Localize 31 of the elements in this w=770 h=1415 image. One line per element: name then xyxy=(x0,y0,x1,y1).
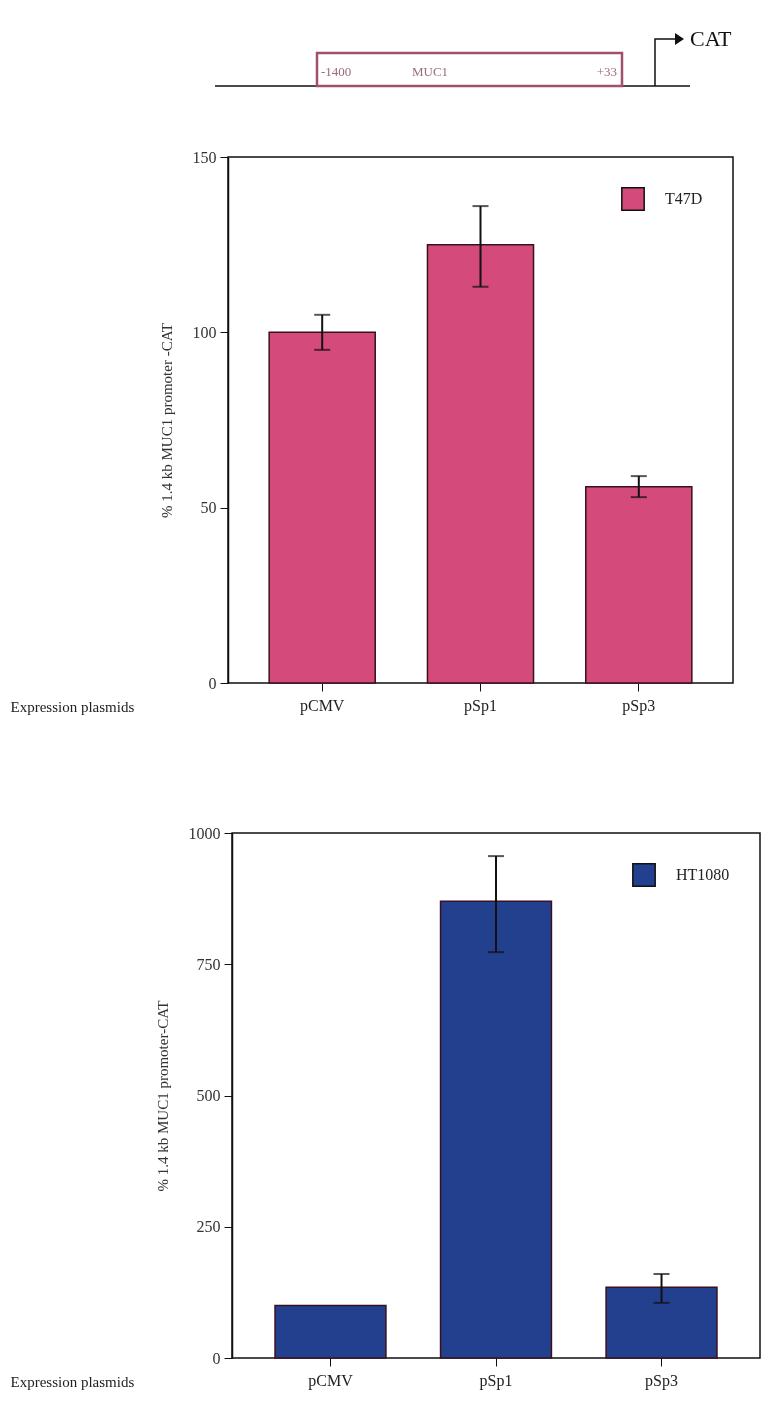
bar xyxy=(426,243,535,684)
x-tick-label: pCMV xyxy=(299,696,345,715)
bar xyxy=(274,1304,387,1359)
x-tick-label: pCMV xyxy=(308,1371,354,1390)
legend-label: HT1080 xyxy=(676,866,730,883)
y-tick-label: 250 xyxy=(196,1218,221,1236)
y-tick-label: 0 xyxy=(208,674,217,692)
x-axis-title: Expression plasmids xyxy=(10,1373,135,1390)
text: -1400 xyxy=(321,64,352,79)
y-tick-label: 0 xyxy=(212,1349,221,1367)
y-tick-label: 50 xyxy=(200,499,217,517)
bar xyxy=(439,900,553,1359)
text: +33 xyxy=(596,64,617,79)
y-tick-label: 750 xyxy=(196,955,221,973)
y-axis-title: % 1.4 kb MUC1 promoter -CAT xyxy=(158,323,175,518)
x-tick-label: pSp1 xyxy=(479,1371,513,1390)
text: CAT xyxy=(690,26,733,51)
y-tick-label: 500 xyxy=(196,1087,221,1104)
y-tick-label: 100 xyxy=(192,323,217,341)
y-tick-label: 1000 xyxy=(188,824,221,842)
text: MUC1 xyxy=(412,64,449,79)
legend-label: T47D xyxy=(665,190,703,207)
bar xyxy=(268,331,376,684)
x-axis-title: Expression plasmids xyxy=(10,698,135,715)
bar xyxy=(585,485,693,684)
x-tick-label: pSp1 xyxy=(464,696,497,715)
x-tick-label: pSp3 xyxy=(645,1371,678,1390)
x-tick-label: pSp3 xyxy=(622,696,656,715)
y-tick-label: 150 xyxy=(192,148,217,166)
bar xyxy=(605,1286,718,1359)
y-axis-title: % 1.4 kb MUC1 promoter-CAT xyxy=(154,1000,171,1192)
